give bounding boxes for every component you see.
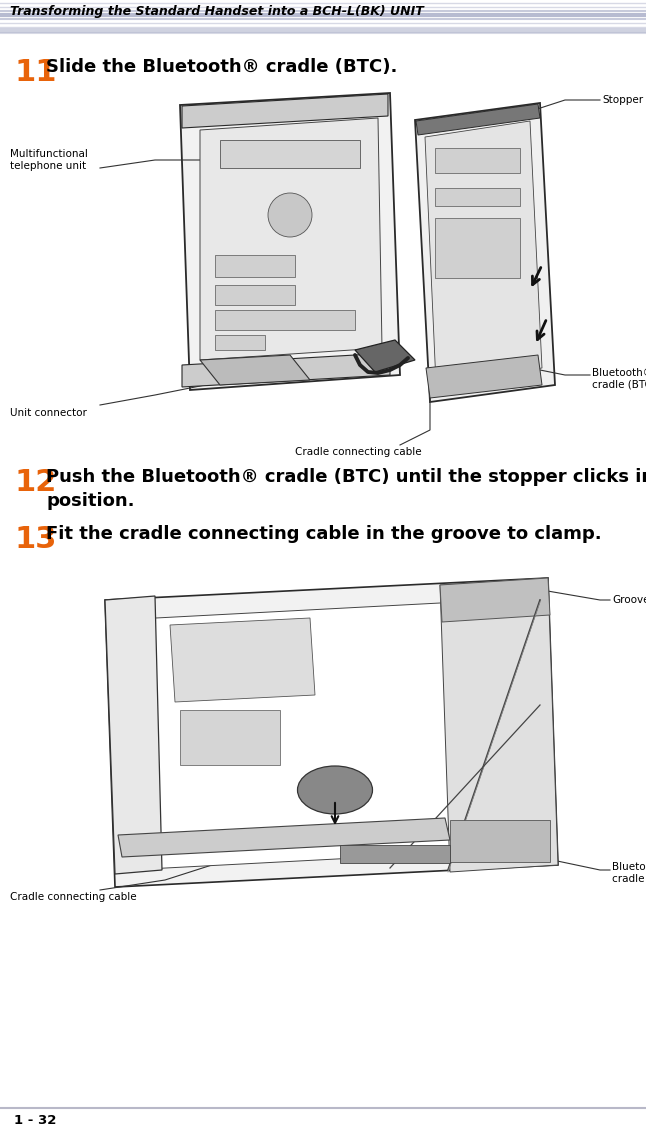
Text: Cradle connecting cable: Cradle connecting cable xyxy=(10,892,136,902)
Text: 12: 12 xyxy=(14,468,56,497)
Text: Unit connector: Unit connector xyxy=(10,408,87,418)
Polygon shape xyxy=(426,355,542,398)
Text: 11: 11 xyxy=(14,58,56,87)
Text: Cradle connecting cable: Cradle connecting cable xyxy=(295,447,422,457)
Text: Slide the Bluetooth® cradle (BTC).: Slide the Bluetooth® cradle (BTC). xyxy=(46,58,397,76)
Text: position.: position. xyxy=(46,492,134,510)
Bar xyxy=(180,710,280,765)
Polygon shape xyxy=(355,340,415,372)
Text: Multifunctional
telephone unit: Multifunctional telephone unit xyxy=(10,150,88,171)
Polygon shape xyxy=(105,578,558,887)
Text: Transforming the Standard Handset into a BCH-L(BK) UNIT: Transforming the Standard Handset into a… xyxy=(10,6,424,18)
Bar xyxy=(450,820,550,862)
Text: Bluetooth®
cradle (BTC): Bluetooth® cradle (BTC) xyxy=(592,369,646,390)
Bar xyxy=(215,310,355,330)
Text: Groove: Groove xyxy=(612,595,646,606)
Bar xyxy=(215,335,265,350)
Circle shape xyxy=(268,193,312,237)
Polygon shape xyxy=(200,118,382,359)
Text: Stopper: Stopper xyxy=(602,95,643,105)
Bar xyxy=(435,149,520,174)
Polygon shape xyxy=(105,596,162,874)
Polygon shape xyxy=(200,355,310,386)
Polygon shape xyxy=(118,818,450,857)
Bar xyxy=(220,139,360,168)
Bar xyxy=(215,255,295,277)
Bar xyxy=(435,188,520,206)
Polygon shape xyxy=(440,578,550,623)
Bar xyxy=(215,285,295,305)
Polygon shape xyxy=(118,598,545,870)
Bar xyxy=(340,845,450,863)
Text: Fit the cradle connecting cable in the groove to clamp.: Fit the cradle connecting cable in the g… xyxy=(46,525,601,543)
Ellipse shape xyxy=(298,765,373,814)
Bar xyxy=(435,218,520,278)
Polygon shape xyxy=(180,93,400,390)
Polygon shape xyxy=(415,103,555,401)
Text: 13: 13 xyxy=(14,525,56,555)
Text: Push the Bluetooth® cradle (BTC) until the stopper clicks into: Push the Bluetooth® cradle (BTC) until t… xyxy=(46,468,646,486)
Polygon shape xyxy=(440,578,558,872)
Polygon shape xyxy=(182,353,390,387)
Text: 1 - 32: 1 - 32 xyxy=(14,1114,56,1126)
Text: Bluetooth®
cradle (BTC): Bluetooth® cradle (BTC) xyxy=(612,862,646,883)
Polygon shape xyxy=(425,121,542,384)
Polygon shape xyxy=(416,104,540,135)
Polygon shape xyxy=(182,94,388,128)
Polygon shape xyxy=(170,618,315,702)
